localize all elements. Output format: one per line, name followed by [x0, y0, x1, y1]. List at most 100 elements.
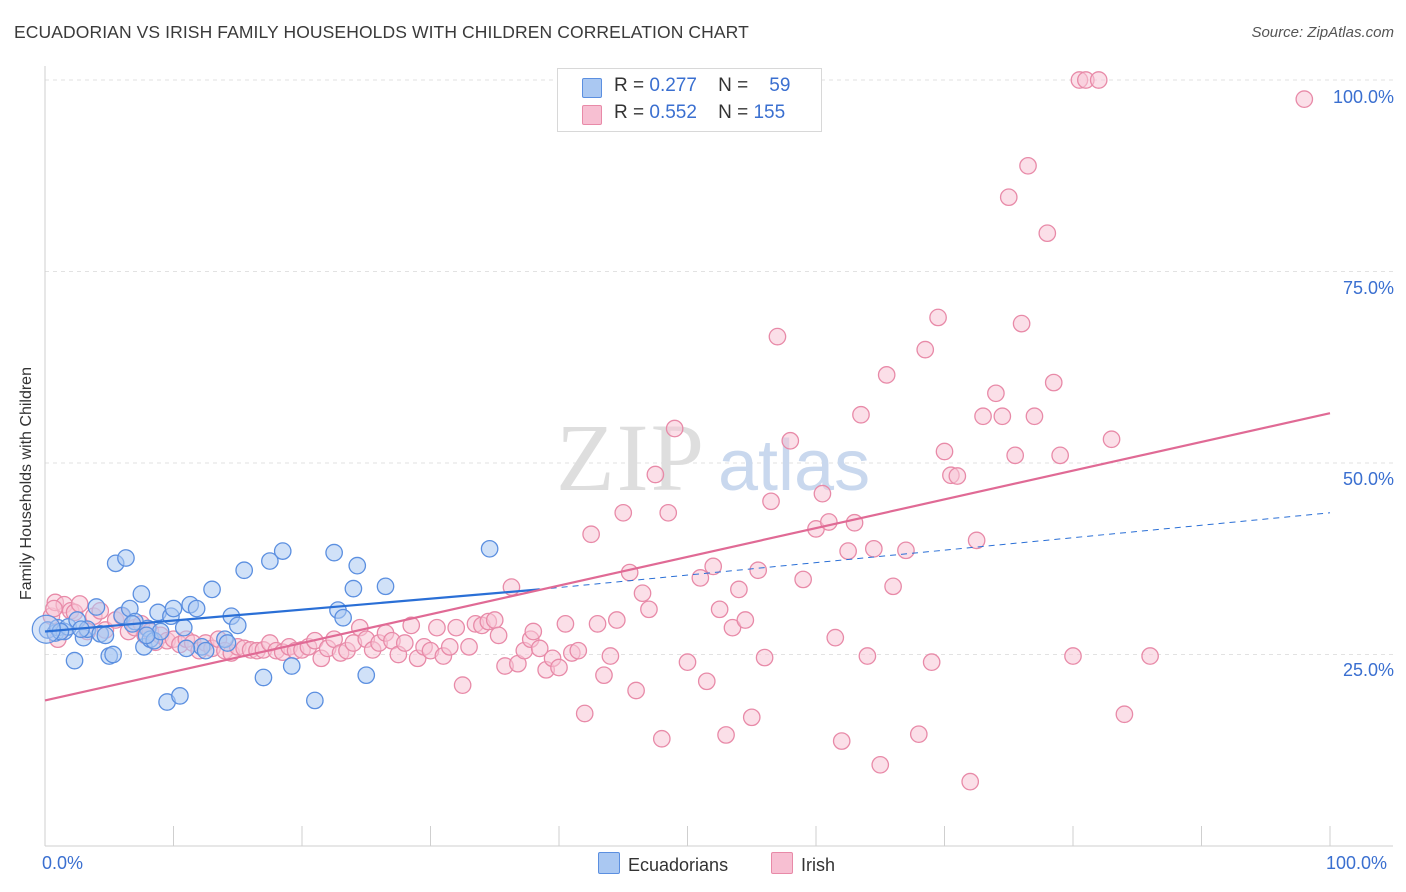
irish-points [42, 71, 1314, 791]
irish-point-79 [530, 639, 549, 658]
bottom-legend-irish: Irish [771, 852, 835, 876]
ecuadorian-point-58 [177, 639, 196, 658]
irish-point-102 [691, 569, 710, 587]
irish-point-135 [935, 442, 954, 461]
bottom-legend-label-irish: Irish [801, 855, 836, 875]
legend-r-value-irish: 0.552 [649, 102, 697, 123]
irish-point-155 [1102, 430, 1121, 449]
irish-point-110 [742, 708, 761, 727]
irish-point-64 [440, 637, 459, 656]
ecuadorian-point-37 [218, 634, 237, 652]
bottom-legend-ecuadorians: Ecuadorians [598, 852, 728, 876]
legend-r-label: R = [614, 75, 645, 96]
ecuadorian-point-57 [137, 626, 156, 645]
irish-point-85 [569, 641, 588, 660]
irish-point-129 [884, 577, 902, 596]
irish-point-141 [987, 384, 1005, 403]
legend-r-label: R = [614, 102, 645, 123]
trend-lines [44, 412, 1331, 702]
ecuadorian-point-19 [132, 585, 151, 603]
legend-n-label: N = [718, 102, 749, 123]
irish-point-62 [428, 618, 446, 637]
irish-point-108 [730, 580, 748, 599]
irish-point-58 [402, 616, 421, 635]
legend-n-value-irish: 155 [753, 102, 786, 123]
irish-point-65 [447, 618, 466, 637]
irish-point-124 [852, 405, 870, 424]
irish-point-147 [1025, 407, 1044, 426]
irish-point-83 [556, 615, 575, 633]
irish-point-113 [762, 492, 780, 511]
legend-swatch-blue [582, 78, 602, 98]
irish-point-149 [1044, 373, 1063, 392]
irish-point-71 [485, 611, 504, 629]
irish-point-121 [832, 732, 851, 750]
irish-point-133 [922, 653, 941, 672]
ecuadorian-point-53 [480, 539, 499, 558]
irish-point-111 [749, 561, 768, 580]
stats-legend: R = 0.277 N = 59 R = 0.552 N = 155 [557, 68, 822, 132]
legend-n-value-ecuadorians: 59 [769, 75, 791, 96]
irish-point-6 [70, 595, 89, 613]
irish-point-90 [601, 647, 620, 665]
ecuadorian-point-45 [305, 691, 324, 710]
irish-point-116 [794, 570, 813, 589]
irish-point-115 [781, 431, 800, 450]
ecuadorian-trend-extension [539, 512, 1331, 590]
ecuadorian-point-44 [282, 657, 301, 675]
irish-point-138 [961, 772, 980, 791]
irish-point-145 [1012, 314, 1031, 333]
x-tick-label-max: 100.0% [1326, 853, 1388, 873]
irish-point-104 [704, 557, 723, 576]
watermark: ZIP atlas [556, 404, 870, 511]
irish-point-134 [929, 308, 947, 327]
irish-point-142 [993, 407, 1012, 426]
irish-point-146 [1019, 156, 1037, 175]
irish-point-78 [524, 622, 543, 641]
irish-point-89 [595, 666, 613, 685]
irish-point-105 [710, 600, 729, 619]
bottom-legend-swatch-blue [598, 852, 620, 874]
irish-point-126 [864, 539, 883, 558]
irish-point-57 [395, 634, 414, 652]
irish-point-120 [826, 628, 845, 647]
irish-point-93 [620, 563, 639, 582]
irish-point-127 [871, 755, 890, 774]
bottom-legend-swatch-pink [771, 852, 793, 874]
y-tick-label-75: 75.0% [1342, 278, 1394, 298]
irish-point-128 [877, 366, 896, 384]
ecuadorian-point-46 [325, 543, 343, 562]
irish-point-119 [819, 513, 838, 531]
irish-point-101 [678, 653, 697, 672]
irish-point-96 [640, 600, 658, 619]
irish-point-67 [460, 637, 478, 656]
ecuadorian-point-32 [187, 599, 206, 618]
ecuadorian-point-35 [203, 580, 221, 599]
irish-point-107 [723, 618, 742, 637]
legend-swatch-pink [582, 105, 602, 125]
irish-point-114 [768, 327, 787, 346]
irish-point-139 [967, 531, 986, 550]
irish-point-97 [646, 465, 665, 484]
ecuadorian-point-16 [117, 549, 135, 567]
ecuadorian-point-30 [174, 618, 193, 637]
irish-point-159 [45, 599, 63, 618]
y-tick-label-50: 50.0% [1342, 469, 1394, 489]
axes [44, 66, 1393, 847]
y-axis-label: Family Households with Children [18, 367, 35, 600]
irish-point-72 [489, 626, 508, 645]
irish-point-125 [858, 647, 877, 665]
irish-point-130 [897, 541, 915, 560]
legend-n-label: N = [718, 75, 749, 96]
irish-point-98 [652, 729, 671, 748]
irish-point-157 [1141, 647, 1159, 665]
irish-point-109 [736, 611, 755, 629]
ecuadorian-point-13 [104, 645, 122, 664]
ecuadorian-point-51 [357, 666, 376, 685]
irish-point-100 [665, 419, 684, 438]
ecuadorian-point-42 [261, 552, 279, 570]
irish-point-148 [1038, 224, 1057, 243]
ecuadorian-point-43 [273, 542, 292, 560]
ecuadorian-point-41 [254, 668, 273, 687]
